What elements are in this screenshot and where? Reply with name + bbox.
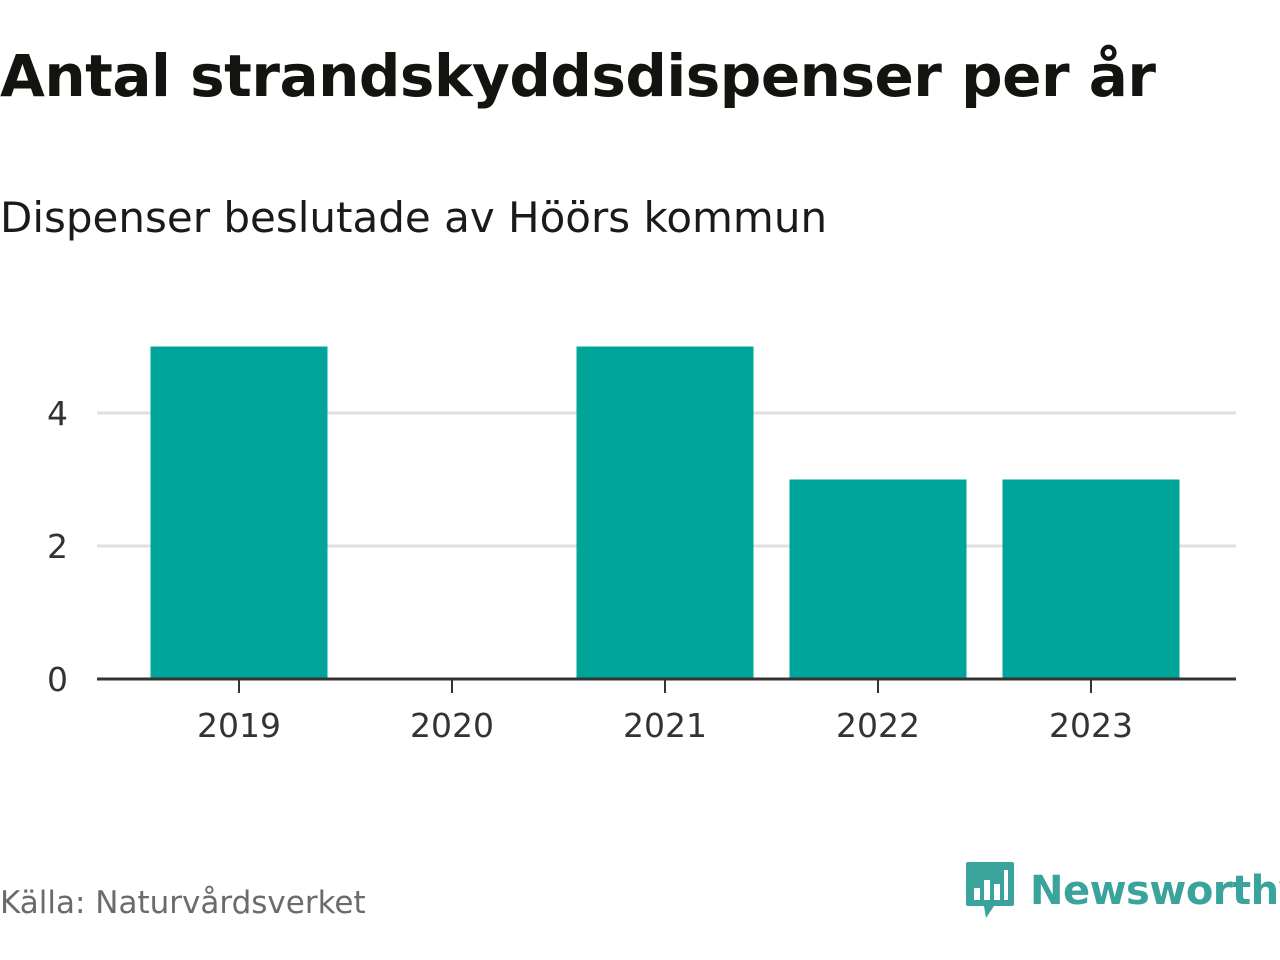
brand-logo: Newsworthy — [964, 860, 1280, 922]
axes: 0 2 4 2019 2020 2021 2022 2023 — [47, 394, 1236, 745]
chart-subtitle: Dispenser beslutade av Höörs kommun — [0, 193, 828, 242]
x-tick-label: 2019 — [197, 706, 281, 745]
bar-2023 — [1002, 479, 1180, 679]
brand-name: Newsworthy — [1030, 868, 1280, 914]
x-tick-label: 2022 — [836, 706, 920, 745]
source-note: Källa: Naturvårdsverket — [0, 885, 366, 921]
y-tick-label: 2 — [47, 527, 68, 566]
x-tick-label: 2020 — [410, 706, 494, 745]
y-tick-label: 0 — [47, 660, 68, 699]
bar-2021 — [576, 346, 754, 679]
chart-title: Antal strandskyddsdispenser per år — [0, 42, 1156, 110]
y-tick-label: 4 — [47, 394, 68, 433]
bar-chart: 0 2 4 2019 2020 2021 2022 2023 — [47, 346, 1236, 745]
bars — [150, 346, 1180, 679]
bar-2019 — [150, 346, 328, 679]
x-tick-label: 2021 — [623, 706, 707, 745]
newsworthy-bar-chart-icon — [966, 862, 1014, 918]
x-tick-label: 2023 — [1049, 706, 1133, 745]
bar-2022 — [789, 479, 967, 679]
